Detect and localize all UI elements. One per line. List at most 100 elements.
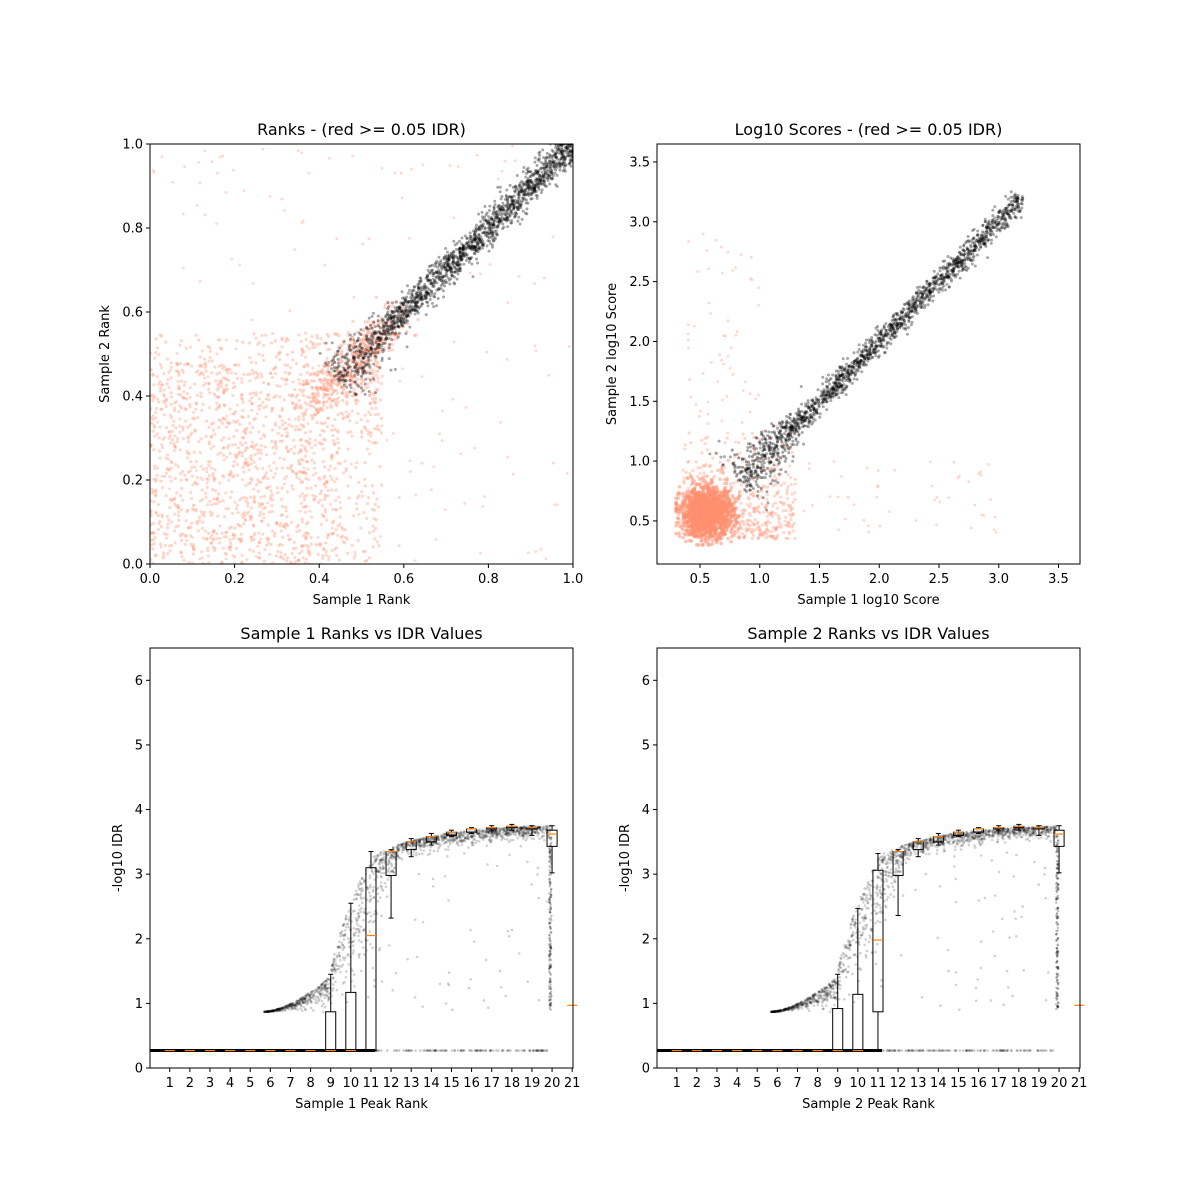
pass-point: [507, 195, 511, 199]
fail-point: [151, 414, 155, 418]
pass-point: [469, 234, 473, 238]
pass-point: [391, 319, 395, 323]
fail-point: [244, 441, 248, 445]
pass-point: [541, 175, 545, 179]
fail-point: [325, 356, 329, 360]
fail-point: [371, 371, 375, 376]
fail-point: [359, 381, 363, 385]
pass-point: [447, 258, 451, 262]
fail-point: [224, 417, 228, 422]
fail-point: [377, 348, 382, 352]
pass-point: [498, 190, 502, 194]
fail-point: [157, 449, 162, 453]
pass-point: [367, 337, 371, 341]
pass-point: [445, 273, 449, 277]
pass-point: [547, 174, 551, 178]
fail-point: [168, 468, 172, 472]
fail-point: [283, 209, 286, 213]
fail-point: [196, 415, 200, 420]
pass-point: [472, 238, 476, 242]
pass-point: [475, 249, 479, 253]
fail-point: [321, 400, 326, 404]
pass-point: [481, 222, 485, 226]
fail-point: [321, 514, 325, 518]
fail-point: [203, 361, 207, 365]
pass-point: [415, 300, 419, 304]
pass-point: [468, 246, 472, 250]
pass-point: [364, 335, 368, 339]
fail-point: [263, 445, 267, 449]
fail-point: [222, 389, 226, 393]
fail-point: [268, 484, 272, 489]
pass-point: [344, 379, 348, 383]
fail-point: [368, 363, 372, 367]
fail-point: [261, 532, 265, 536]
pass-point: [390, 309, 394, 313]
pass-point: [392, 316, 396, 320]
fail-point: [266, 381, 270, 386]
fail-point: [228, 538, 232, 542]
fail-point: [178, 393, 183, 397]
fail-point: [372, 516, 376, 520]
pass-point: [555, 163, 559, 167]
pass-point: [458, 257, 462, 261]
pass-point: [462, 248, 466, 252]
pass-point: [361, 356, 365, 360]
pass-point: [412, 298, 416, 302]
pass-point: [474, 234, 478, 238]
fail-point: [286, 533, 290, 538]
pass-point: [529, 188, 533, 192]
fail-point: [304, 382, 308, 386]
fail-point: [330, 380, 334, 384]
fail-point: [259, 403, 263, 408]
fail-point: [208, 349, 213, 353]
fail-point: [310, 417, 315, 421]
pass-point: [493, 230, 497, 234]
pass-point: [433, 295, 437, 299]
fail-point: [364, 333, 368, 337]
pass-point: [359, 342, 363, 346]
fail-point: [308, 553, 312, 557]
fail-point: [553, 503, 557, 506]
fail-point: [150, 416, 153, 420]
pass-point: [451, 262, 455, 266]
pass-point: [498, 221, 502, 225]
pass-point: [379, 331, 383, 335]
fail-point: [308, 509, 312, 513]
pass-point: [478, 239, 482, 243]
fail-point: [305, 380, 309, 384]
fail-point: [300, 353, 304, 357]
fail-point: [179, 379, 184, 383]
fail-point: [178, 424, 182, 428]
fail-point: [364, 349, 368, 353]
fail-point: [287, 538, 291, 542]
pass-point: [493, 225, 497, 229]
fail-point: [177, 387, 181, 391]
fail-point: [198, 499, 203, 503]
fail-point: [329, 363, 333, 368]
fail-point: [331, 399, 335, 403]
pass-point: [387, 315, 391, 319]
fail-point: [224, 552, 228, 556]
fail-point: [330, 380, 334, 384]
fail-point: [440, 439, 444, 443]
pass-point: [524, 201, 528, 205]
fail-point: [496, 177, 500, 181]
fail-point: [208, 346, 212, 350]
fail-point: [375, 424, 380, 428]
pass-point: [548, 159, 552, 163]
fail-point: [150, 531, 154, 535]
fail-point: [715, 538, 720, 543]
fail-point: [313, 400, 317, 404]
pass-point: [548, 176, 552, 180]
fail-point: [257, 551, 261, 555]
fail-point: [389, 332, 393, 337]
fail-point: [683, 528, 688, 533]
pass-point: [539, 176, 543, 180]
fail-point: [375, 427, 379, 431]
fail-point: [213, 432, 217, 436]
fail-point: [321, 371, 325, 376]
fail-point: [179, 478, 183, 482]
pass-point: [559, 150, 563, 154]
fail-point: [300, 347, 304, 351]
